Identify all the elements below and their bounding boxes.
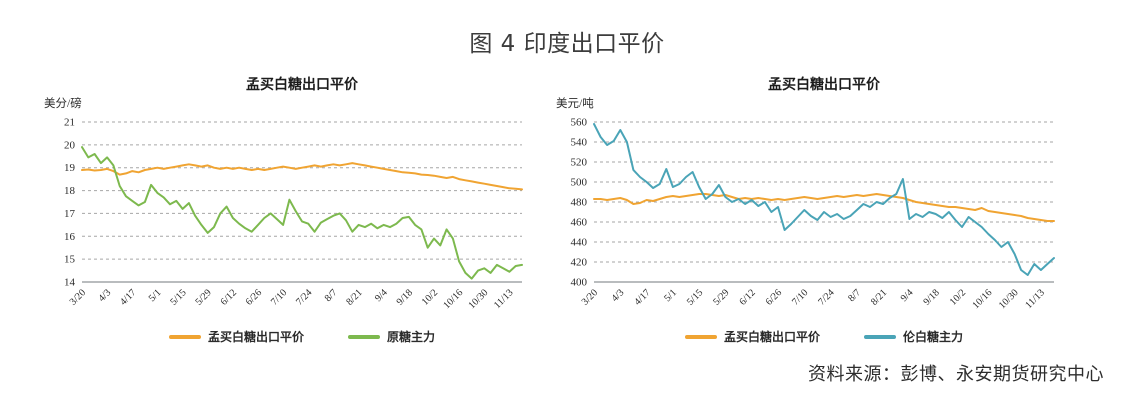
svg-text:8/7: 8/7 [846, 287, 863, 304]
svg-text:4/17: 4/17 [118, 287, 138, 307]
legend-label: 伦白糖主力 [903, 330, 964, 344]
svg-text:8/21: 8/21 [344, 287, 364, 307]
figure-title: 图 4 印度出口平价 [469, 31, 665, 57]
svg-text:4/17: 4/17 [632, 287, 652, 307]
svg-text:420: 420 [571, 257, 588, 269]
legend-item: 孟买白糖出口平价 [168, 328, 304, 345]
svg-text:16: 16 [64, 231, 76, 243]
chart-legend: 孟买白糖出口平价 伦白糖主力 [540, 328, 1062, 345]
svg-text:10/2: 10/2 [420, 287, 440, 307]
svg-text:6/12: 6/12 [737, 287, 757, 307]
chart-mumbai-usd: 孟买白糖出口平价 美元/吨 560 540 520 500 480 460 440 420 40… [540, 74, 1062, 366]
svg-text:14: 14 [64, 277, 76, 289]
legend-label: 原糖主力 [387, 330, 436, 344]
svg-text:5/1: 5/1 [662, 287, 679, 304]
svg-text:21: 21 [64, 117, 75, 129]
svg-text:3/20: 3/20 [68, 287, 88, 307]
svg-text:9/18: 9/18 [395, 287, 415, 307]
svg-text:10/16: 10/16 [441, 287, 465, 311]
legend-line-swatch [864, 334, 896, 339]
svg-text:5/15: 5/15 [685, 287, 705, 307]
svg-text:10/16: 10/16 [971, 287, 995, 311]
svg-text:7/24: 7/24 [816, 287, 836, 307]
svg-text:540: 540 [571, 137, 588, 149]
svg-text:6/12: 6/12 [219, 287, 239, 307]
svg-text:440: 440 [571, 237, 588, 249]
data-source-caption: 资料来源：彭博、永安期货研究中心 [808, 364, 1104, 385]
y-axis-unit-label: 美元/吨 [556, 98, 594, 110]
svg-text:15: 15 [64, 254, 76, 266]
svg-text:4/3: 4/3 [96, 287, 113, 304]
y-axis-unit-label: 美分/磅 [44, 98, 82, 110]
svg-text:10/2: 10/2 [948, 287, 968, 307]
chart-legend: 孟买白糖出口平价 原糖主力 [28, 328, 530, 345]
svg-text:17: 17 [64, 208, 76, 220]
svg-text:460: 460 [571, 217, 588, 229]
svg-text:19: 19 [64, 162, 76, 174]
legend-line-swatch [348, 334, 380, 339]
svg-text:500: 500 [571, 177, 588, 189]
svg-text:7/10: 7/10 [790, 287, 810, 307]
legend-item: 伦白糖主力 [864, 328, 963, 345]
svg-text:11/13: 11/13 [1023, 287, 1047, 311]
legend-item: 孟买白糖出口平价 [684, 328, 820, 345]
svg-text:5/29: 5/29 [711, 287, 731, 307]
svg-text:7/10: 7/10 [269, 287, 289, 307]
svg-text:5/15: 5/15 [168, 287, 188, 307]
line-chart-canvas: 21 20 19 18 17 16 15 143/20 4/3 4/17 5/1 5/15 5/29 6/… [64, 117, 523, 311]
svg-text:11/13: 11/13 [492, 287, 516, 311]
svg-text:560: 560 [571, 117, 588, 129]
svg-text:4/3: 4/3 [610, 287, 627, 304]
chart-title: 孟买白糖出口平价 [246, 78, 358, 93]
legend-line-swatch [684, 334, 717, 339]
svg-text:520: 520 [571, 157, 588, 169]
svg-text:8/7: 8/7 [323, 287, 340, 304]
svg-text:6/26: 6/26 [764, 287, 784, 307]
legend-label: 孟买白糖出口平价 [207, 330, 304, 344]
legend-item: 原糖主力 [348, 328, 435, 345]
legend-label: 孟买白糖出口平价 [723, 330, 820, 344]
svg-text:9/18: 9/18 [921, 287, 941, 307]
svg-text:20: 20 [64, 139, 76, 151]
svg-text:7/24: 7/24 [294, 287, 314, 307]
svg-text:10/30: 10/30 [467, 287, 491, 311]
svg-text:8/21: 8/21 [869, 287, 889, 307]
svg-text:9/4: 9/4 [899, 287, 916, 304]
legend-line-swatch [168, 334, 201, 339]
svg-text:5/29: 5/29 [193, 287, 213, 307]
svg-text:3/20: 3/20 [580, 287, 600, 307]
svg-text:5/1: 5/1 [147, 287, 164, 304]
svg-text:400: 400 [571, 277, 588, 289]
chart-mumbai-cents: 孟买白糖出口平价 美分/磅 21 20 19 18 17 16 15 14 3/20 4/3 4/1… [28, 74, 530, 366]
svg-text:10/30: 10/30 [997, 287, 1021, 311]
svg-text:6/26: 6/26 [244, 287, 264, 307]
svg-text:480: 480 [571, 197, 588, 209]
svg-text:18: 18 [64, 185, 76, 197]
chart-title: 孟买白糖出口平价 [768, 78, 880, 93]
svg-text:9/4: 9/4 [373, 287, 390, 304]
